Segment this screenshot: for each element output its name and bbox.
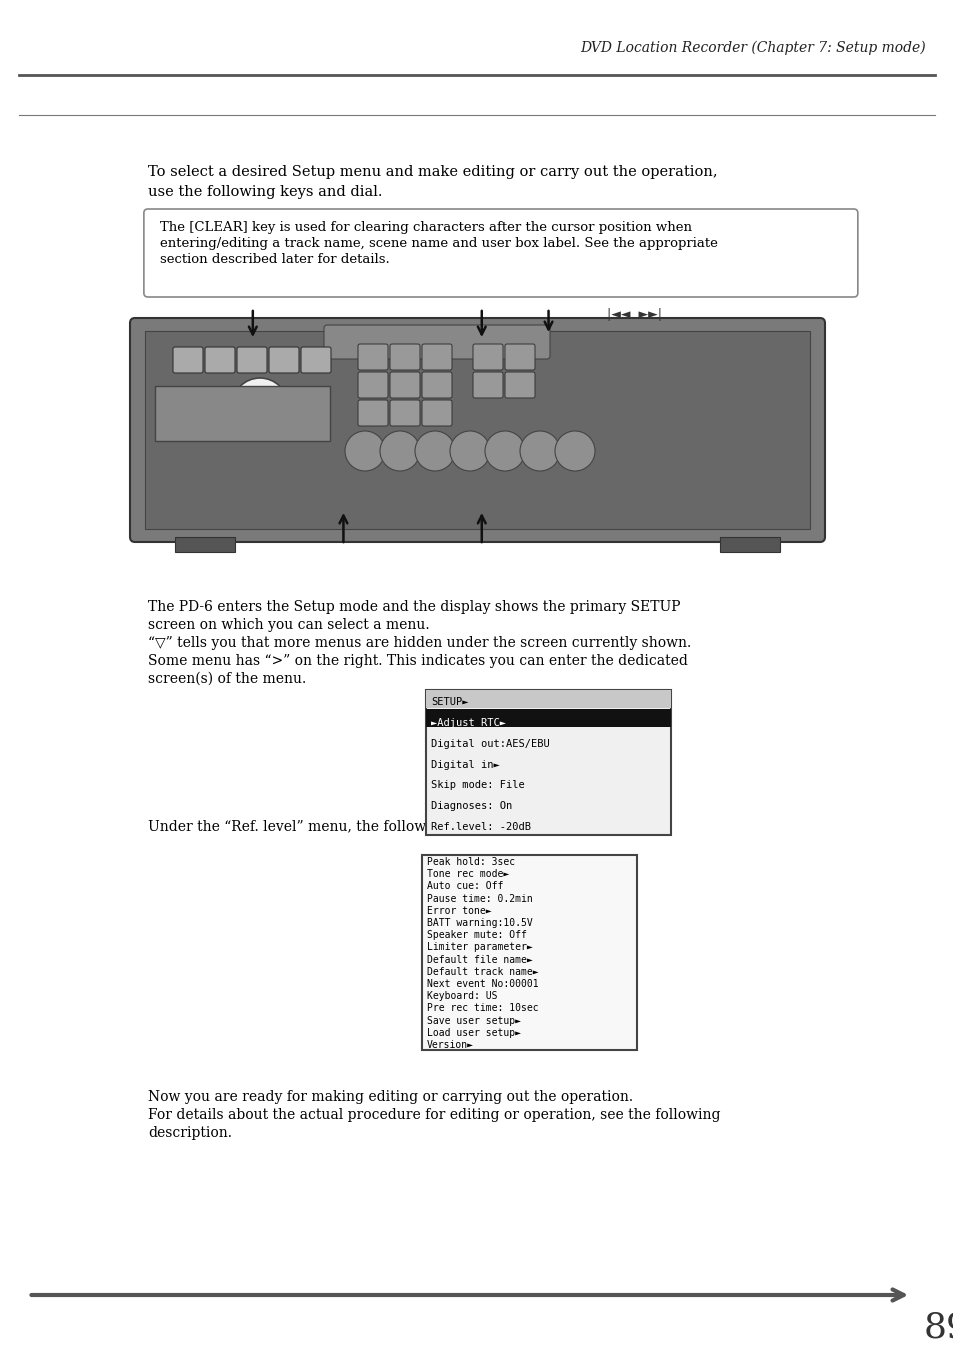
Text: DVD Location Recorder (Chapter 7: Setup mode): DVD Location Recorder (Chapter 7: Setup … — [579, 41, 924, 55]
Circle shape — [209, 400, 241, 432]
FancyBboxPatch shape — [504, 372, 535, 399]
Text: Pre rec time: 10sec: Pre rec time: 10sec — [427, 1004, 538, 1013]
Text: To select a desired Setup menu and make editing or carry out the operation,: To select a desired Setup menu and make … — [148, 165, 717, 178]
Text: SETUP►: SETUP► — [431, 697, 468, 708]
Circle shape — [450, 431, 490, 471]
FancyBboxPatch shape — [473, 372, 502, 399]
FancyBboxPatch shape — [504, 345, 535, 370]
Text: For details about the actual procedure for editing or operation, see the followi: For details about the actual procedure f… — [148, 1108, 720, 1121]
FancyBboxPatch shape — [172, 347, 203, 373]
Text: screen(s) of the menu.: screen(s) of the menu. — [148, 671, 306, 686]
Text: Default file name►: Default file name► — [427, 955, 532, 965]
Text: use the following keys and dial.: use the following keys and dial. — [148, 185, 382, 199]
Text: Speaker mute: Off: Speaker mute: Off — [427, 931, 526, 940]
FancyBboxPatch shape — [390, 372, 419, 399]
Text: Digital in►: Digital in► — [431, 759, 499, 770]
Circle shape — [232, 378, 288, 434]
FancyBboxPatch shape — [357, 372, 388, 399]
Text: Version►: Version► — [427, 1040, 474, 1050]
FancyBboxPatch shape — [421, 372, 452, 399]
Text: description.: description. — [148, 1125, 232, 1140]
Bar — [720, 536, 780, 553]
Circle shape — [555, 431, 595, 471]
Text: Next event No:00001: Next event No:00001 — [427, 979, 538, 989]
Text: “▽” tells you that more menus are hidden under the screen currently shown.: “▽” tells you that more menus are hidden… — [148, 636, 690, 650]
Bar — [421, 855, 637, 1050]
FancyBboxPatch shape — [357, 345, 388, 370]
Text: Skip mode: File: Skip mode: File — [431, 781, 524, 790]
Text: Default track name►: Default track name► — [427, 967, 538, 977]
Text: Diagnoses: On: Diagnoses: On — [431, 801, 512, 811]
FancyBboxPatch shape — [269, 347, 298, 373]
Text: Some menu has “>” on the right. This indicates you can enter the dedicated: Some menu has “>” on the right. This ind… — [148, 654, 687, 667]
Bar — [154, 386, 330, 440]
Text: Limiter parameter►: Limiter parameter► — [427, 943, 532, 952]
Text: 89: 89 — [923, 1310, 953, 1344]
Text: The PD-6 enters the Setup mode and the display shows the primary SETUP: The PD-6 enters the Setup mode and the d… — [148, 600, 679, 613]
FancyBboxPatch shape — [324, 326, 550, 359]
FancyBboxPatch shape — [421, 400, 452, 426]
Bar — [426, 709, 670, 727]
Text: Tone rec mode►: Tone rec mode► — [427, 869, 509, 880]
Text: Ref.level: -20dB: Ref.level: -20dB — [431, 821, 531, 832]
Circle shape — [345, 431, 385, 471]
FancyBboxPatch shape — [421, 345, 452, 370]
FancyBboxPatch shape — [301, 347, 331, 373]
Text: The [CLEAR] key is used for clearing characters after the cursor position when: The [CLEAR] key is used for clearing cha… — [160, 222, 691, 234]
FancyBboxPatch shape — [357, 400, 388, 426]
Text: Digital out:AES/EBU: Digital out:AES/EBU — [431, 739, 549, 748]
Text: ►Adjust RTC►: ►Adjust RTC► — [431, 719, 505, 728]
FancyBboxPatch shape — [144, 209, 857, 297]
Bar — [426, 690, 670, 835]
Text: Save user setup►: Save user setup► — [427, 1016, 520, 1025]
Bar — [426, 690, 670, 708]
FancyBboxPatch shape — [205, 347, 234, 373]
Circle shape — [379, 431, 419, 471]
Text: Under the “Ref. level” menu, the following menus are hidden.: Under the “Ref. level” menu, the followi… — [148, 820, 584, 834]
FancyBboxPatch shape — [390, 400, 419, 426]
Circle shape — [519, 431, 559, 471]
Text: Pause time: 0.2min: Pause time: 0.2min — [427, 893, 532, 904]
Text: Now you are ready for making editing or carrying out the operation.: Now you are ready for making editing or … — [148, 1090, 633, 1104]
Text: BATT warning:10.5V: BATT warning:10.5V — [427, 919, 532, 928]
Text: entering/editing a track name, scene name and user box label. See the appropriat: entering/editing a track name, scene nam… — [160, 236, 717, 250]
FancyBboxPatch shape — [473, 345, 502, 370]
Text: |◄◄  ►►|: |◄◄ ►►| — [606, 308, 661, 322]
Text: section described later for details.: section described later for details. — [160, 253, 389, 266]
Circle shape — [172, 393, 208, 430]
Bar — [145, 331, 809, 530]
Text: screen on which you can select a menu.: screen on which you can select a menu. — [148, 617, 429, 632]
Bar — [174, 536, 234, 553]
Text: Peak hold: 3sec: Peak hold: 3sec — [427, 857, 515, 867]
Text: Load user setup►: Load user setup► — [427, 1028, 520, 1038]
FancyBboxPatch shape — [236, 347, 267, 373]
Circle shape — [484, 431, 524, 471]
Text: Keyboard: US: Keyboard: US — [427, 992, 497, 1001]
Circle shape — [415, 431, 455, 471]
FancyBboxPatch shape — [130, 317, 824, 542]
Text: Auto cue: Off: Auto cue: Off — [427, 881, 503, 892]
Text: Error tone►: Error tone► — [427, 905, 491, 916]
FancyBboxPatch shape — [390, 345, 419, 370]
